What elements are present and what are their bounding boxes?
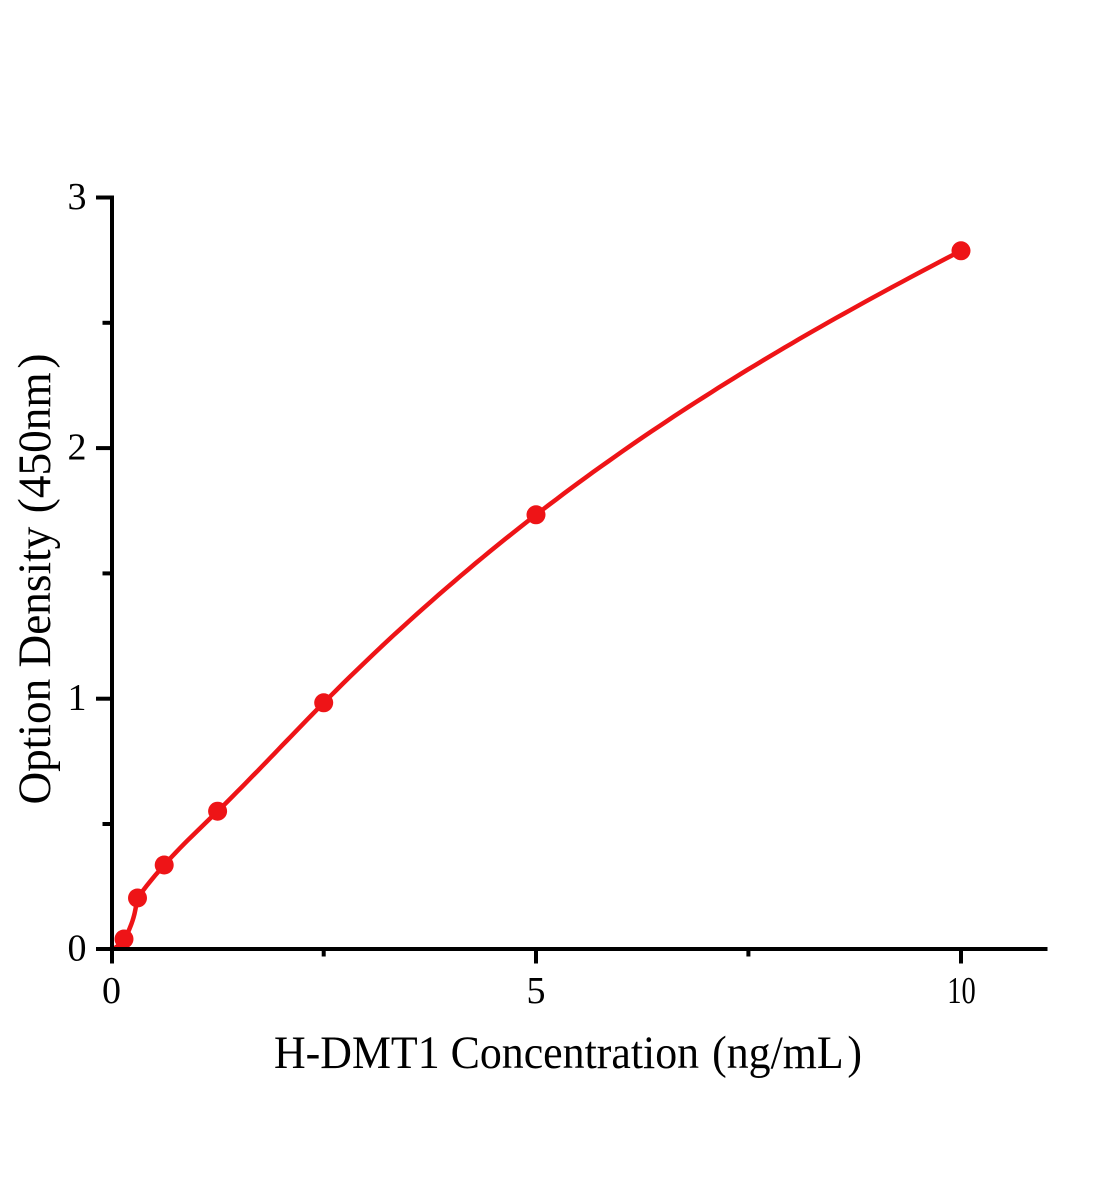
svg-text:Option Density(450nm): Option Density(450nm) xyxy=(9,354,61,805)
svg-text:3: 3 xyxy=(68,176,87,218)
svg-text:0: 0 xyxy=(102,970,121,1012)
svg-text:10: 10 xyxy=(947,970,976,1012)
svg-text:H-DMT1 Concentration(ng/mL): H-DMT1 Concentration(ng/mL) xyxy=(274,1027,862,1079)
svg-text:0: 0 xyxy=(68,928,87,970)
svg-text:5: 5 xyxy=(527,970,546,1012)
svg-text:2: 2 xyxy=(68,427,87,469)
svg-text:1: 1 xyxy=(68,677,87,719)
